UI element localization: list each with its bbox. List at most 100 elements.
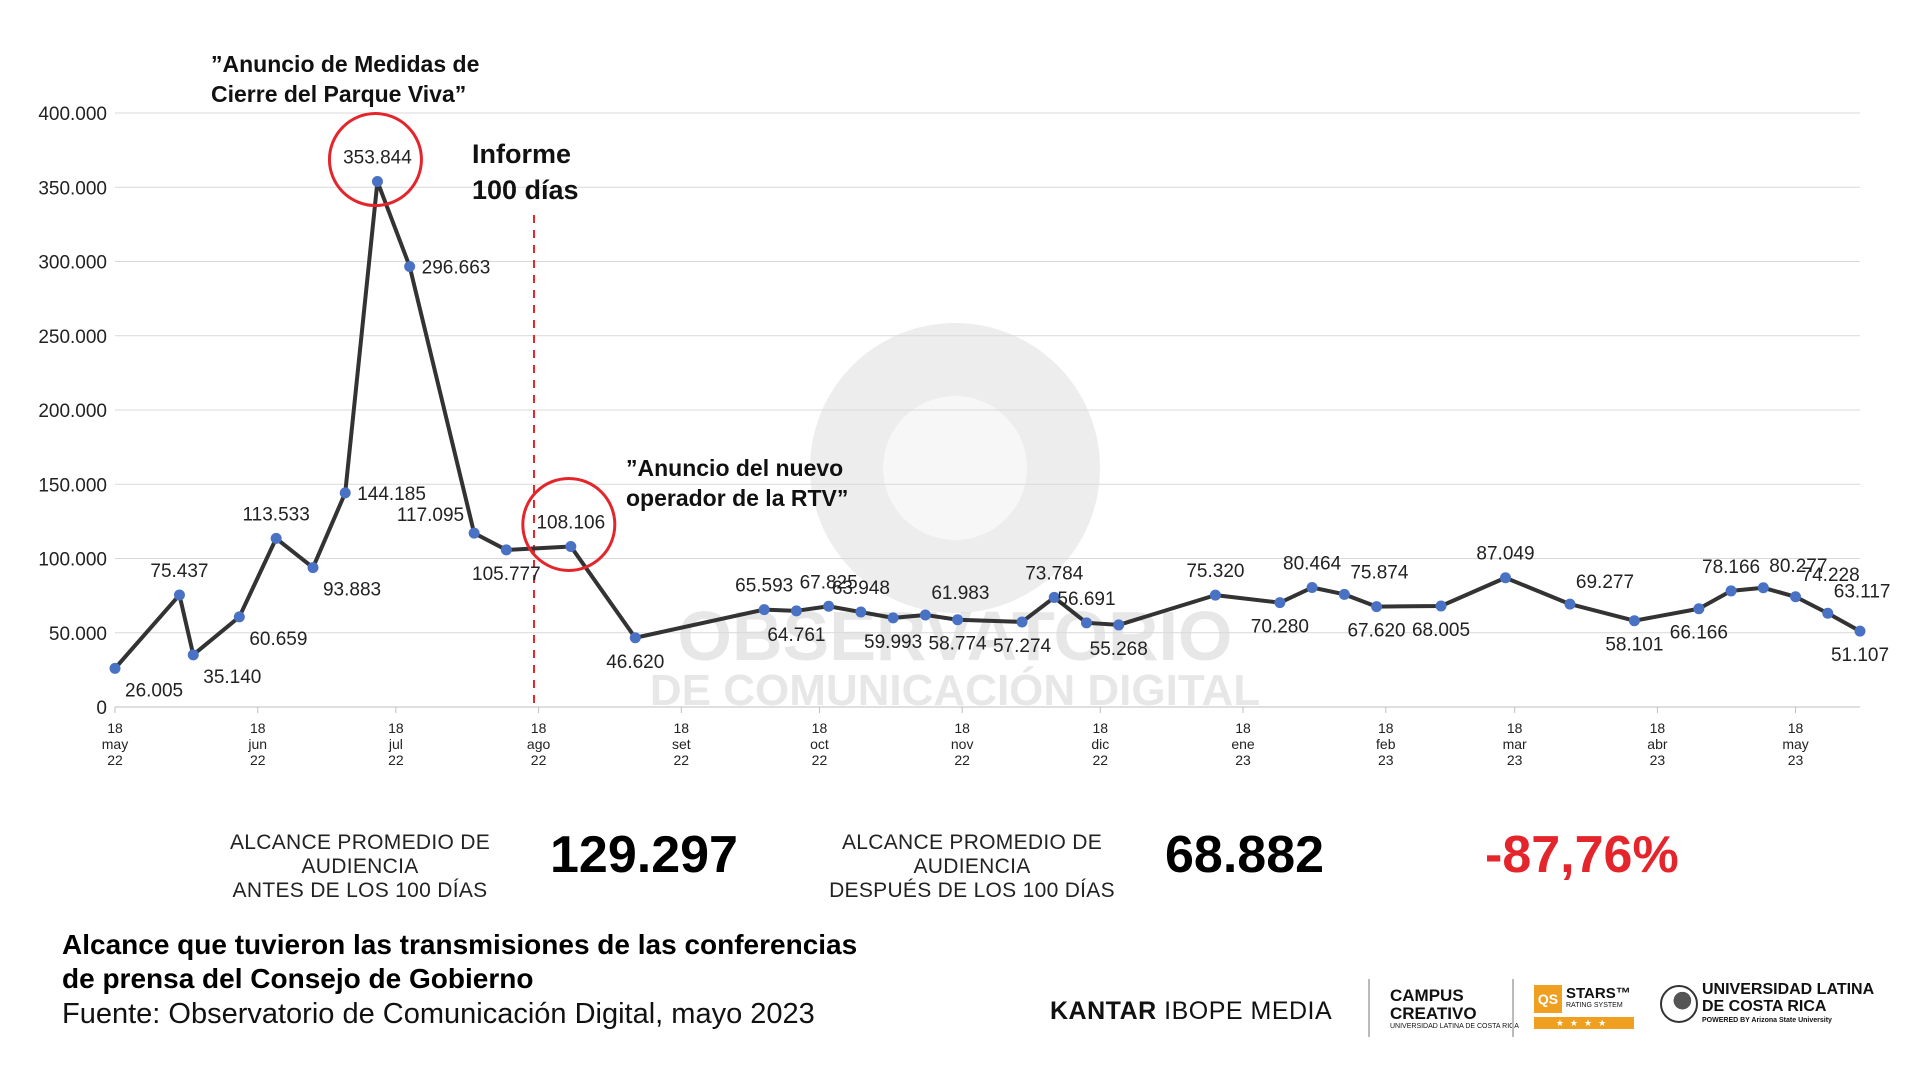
ulat-line-1: UNIVERSIDAD LATINA [1702, 981, 1875, 998]
data-label: 26.005 [125, 680, 183, 701]
stats-row: ALCANCE PROMEDIO DE AUDIENCIA ANTES DE L… [0, 825, 1920, 902]
data-point [1790, 591, 1802, 603]
data-label: 67.620 [1347, 621, 1405, 642]
data-label: 58.774 [929, 634, 988, 655]
before-value: 129.297 [550, 826, 738, 884]
universidad-latina-logo: UNIVERSIDAD LATINA DE COSTA RICA POWERED… [1660, 979, 1890, 1039]
x-axis: 18may2218jun2218jul2218ago2218set2218oct… [102, 706, 1860, 768]
x-tick-label: 18 [954, 720, 970, 736]
data-point [307, 562, 319, 574]
data-point [1274, 597, 1286, 609]
data-label: 60.659 [249, 629, 307, 650]
data-label: 56.691 [1057, 589, 1115, 610]
x-tick-label: mar [1503, 736, 1527, 752]
data-point [887, 612, 899, 624]
campus-creativo-logo: CAMPUS CREATIVO UNIVERSIDAD LATINA DE CO… [1390, 987, 1519, 1031]
x-tick-label: ene [1231, 736, 1255, 752]
footer-title-line-1: Alcance que tuvieron las transmisiones d… [62, 929, 858, 960]
data-point [1499, 572, 1511, 584]
annotation-text: ”Anuncio de Medidas de [211, 51, 479, 77]
data-point [1854, 625, 1866, 637]
x-tick-label: 18 [388, 720, 404, 736]
annotation-text: operador de la RTV” [626, 485, 848, 511]
data-label: 68.005 [1412, 620, 1470, 641]
footer-source: Fuente: Observatorio de Comunicación Dig… [62, 998, 815, 1030]
data-labels: 26.005 75.437 35.140 60.659 113.533 93.883 144… [125, 148, 1890, 702]
data-label: 46.620 [606, 652, 664, 673]
data-label: 78.166 [1702, 557, 1760, 578]
before-label: ALCANCE PROMEDIO DE AUDIENCIA ANTES DE L… [180, 831, 540, 903]
data-label: 108.106 [536, 512, 605, 533]
data-point [1628, 615, 1640, 627]
data-point [1822, 607, 1834, 619]
campus-logo-line-1: CAMPUS [1390, 986, 1464, 1005]
data-label: 67.825 [800, 572, 858, 593]
data-point [500, 544, 512, 556]
data-point [790, 605, 802, 617]
ulat-line-2: DE COSTA RICA [1702, 998, 1827, 1015]
data-label: 105.777 [472, 564, 541, 585]
after-value: 68.882 [1165, 826, 1325, 884]
y-tick-label: 300.000 [38, 253, 107, 274]
after-label: ALCANCE PROMEDIO DE AUDIENCIA DESPUÉS DE… [792, 831, 1152, 903]
data-point [758, 604, 770, 616]
x-tick-label: 22 [107, 752, 123, 768]
data-label: 75.874 [1350, 562, 1409, 583]
x-tick-label: 18 [1507, 720, 1523, 736]
data-label: 75.320 [1186, 561, 1244, 582]
data-point [919, 609, 931, 621]
x-tick-label: 22 [531, 752, 547, 768]
x-tick-label: abr [1647, 736, 1668, 752]
highlight-circle [327, 112, 423, 208]
x-tick-label: 23 [1650, 752, 1666, 768]
y-tick-label: 100.000 [38, 550, 107, 571]
data-label: 69.277 [1576, 572, 1634, 593]
data-point [1338, 588, 1350, 600]
before-label-line-1: ALCANCE PROMEDIO DE AUDIENCIA [229, 831, 491, 878]
data-label: 57.274 [993, 636, 1052, 657]
marker-label: Informe [472, 139, 571, 169]
change-value: -87,76% [1485, 826, 1679, 884]
data-point [404, 260, 416, 272]
data-point [173, 589, 185, 601]
data-label: 66.166 [1670, 623, 1728, 644]
data-label: 70.280 [1251, 617, 1309, 638]
after-label-line-2: DESPUÉS DE LOS 100 DÍAS [829, 879, 1115, 902]
x-tick-label: ago [527, 736, 551, 752]
x-tick-label: 18 [674, 720, 690, 736]
after-label-line-1: ALCANCE PROMEDIO DE AUDIENCIA [841, 831, 1103, 878]
x-tick-label: jul [388, 736, 403, 752]
x-tick-label: set [672, 736, 691, 752]
campus-logo-sub: UNIVERSIDAD LATINA DE COSTA RICA [1390, 1023, 1519, 1030]
data-point [1693, 603, 1705, 615]
data-label: 55.268 [1090, 639, 1148, 660]
x-tick-label: 18 [1378, 720, 1394, 736]
y-tick-label: 400.000 [38, 104, 107, 125]
data-point [1725, 585, 1737, 597]
data-label: 75.437 [150, 561, 208, 582]
data-label: 80.464 [1283, 554, 1342, 575]
data-point [270, 532, 282, 544]
qs-stars: ★★★★ [1534, 1017, 1634, 1029]
data-label: 58.101 [1605, 635, 1663, 656]
x-tick-label: may [1782, 736, 1808, 752]
x-tick-label: dic [1091, 736, 1109, 752]
data-label: 63.948 [832, 578, 890, 599]
x-tick-label: 22 [1093, 752, 1109, 768]
data-point [339, 487, 351, 499]
x-tick-label: 18 [1093, 720, 1109, 736]
data-label: 353.844 [343, 148, 412, 169]
logo-separator [1368, 979, 1370, 1037]
before-label-line-2: ANTES DE LOS 100 DÍAS [232, 879, 488, 902]
x-tick-label: 22 [674, 752, 690, 768]
data-point [1757, 582, 1769, 594]
qs-sub: RATING SYSTEM [1566, 1002, 1623, 1009]
globe-icon [1660, 985, 1698, 1023]
data-label: 93.883 [323, 580, 381, 601]
data-label: 65.593 [735, 576, 793, 597]
data-label: 144.185 [357, 484, 426, 505]
data-label: 51.107 [1831, 645, 1889, 666]
data-point [109, 662, 121, 674]
